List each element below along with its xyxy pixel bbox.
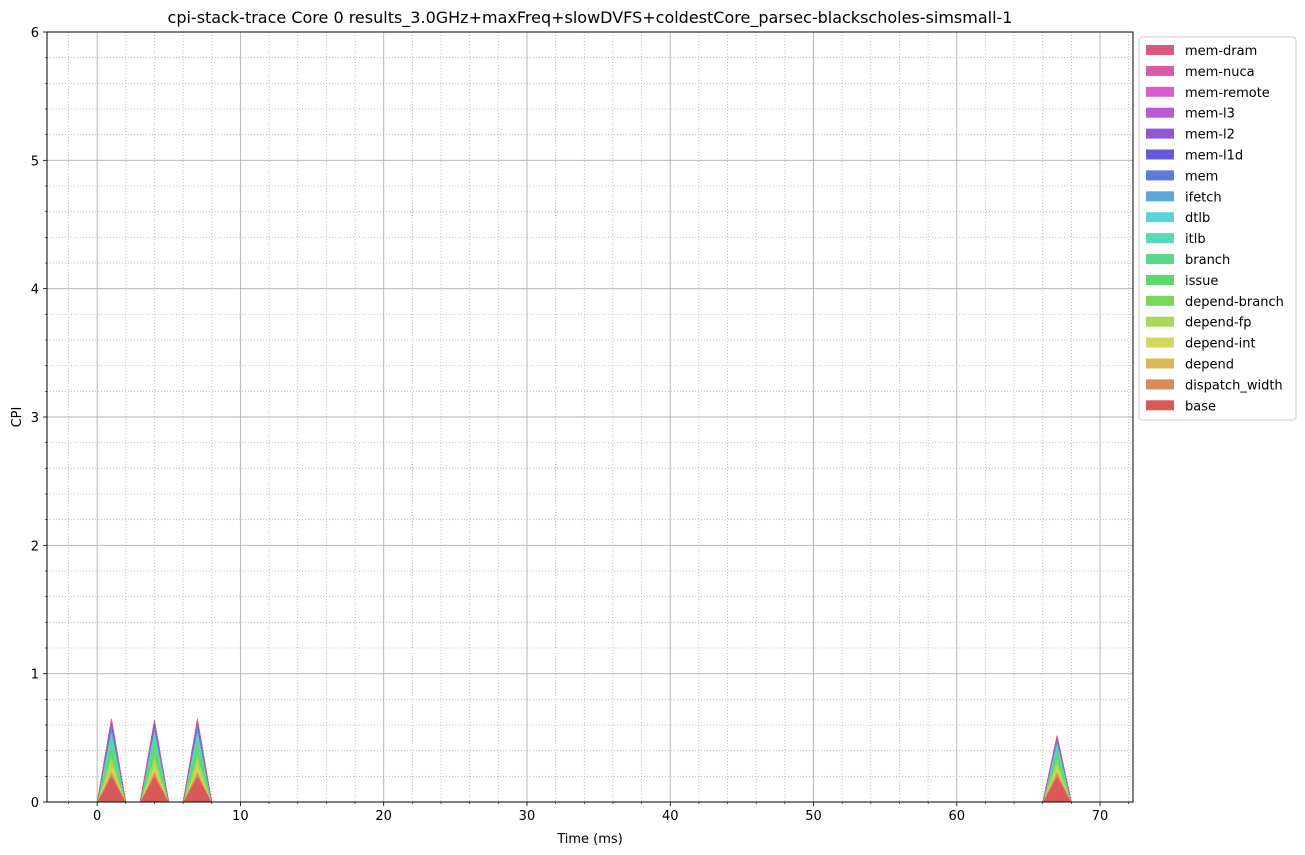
legend-label-base: base <box>1185 399 1216 414</box>
legend-swatch-base <box>1146 400 1174 411</box>
legend-swatch-dispatch_width <box>1146 379 1174 390</box>
legend-box <box>1138 36 1297 421</box>
ticks: 0 10 20 30 40 50 60 70 0 1 2 3 4 5 6 <box>31 26 1130 824</box>
legend-swatch-issue <box>1146 274 1174 285</box>
x-tick-label: 40 <box>662 809 679 824</box>
legend-swatch-ifetch <box>1146 191 1174 202</box>
legend-swatch-dtlb <box>1146 212 1174 223</box>
legend-swatch-mem-l2 <box>1146 128 1174 139</box>
chart-title: cpi-stack-trace Core 0 results_3.0GHz+ma… <box>168 8 1013 28</box>
x-axis-label: Time (ms) <box>556 832 623 847</box>
y-axis-label: CPI <box>10 407 25 428</box>
legend-swatch-depend-fp <box>1146 316 1174 327</box>
x-tick-label: 0 <box>93 809 101 824</box>
legend-label-itlb: itlb <box>1185 232 1206 247</box>
legend-swatch-mem-nuca <box>1146 65 1174 76</box>
legend-label-dispatch_width: dispatch_width <box>1185 378 1283 393</box>
y-tick-label: 0 <box>31 796 39 811</box>
legend-label-mem-l2: mem-l2 <box>1185 128 1235 143</box>
y-tick-label: 4 <box>31 283 39 298</box>
y-tick-label: 5 <box>31 154 39 169</box>
legend-label-depend-int: depend-int <box>1185 337 1256 352</box>
x-tick-label: 70 <box>1092 809 1109 824</box>
legend-label-mem: mem <box>1185 169 1218 184</box>
legend-swatch-mem-remote <box>1146 86 1174 97</box>
y-tick-label: 1 <box>31 668 39 683</box>
x-tick-label: 10 <box>232 809 249 824</box>
grid <box>47 31 1133 803</box>
legend-label-depend-fp: depend-fp <box>1185 316 1252 331</box>
legend: mem-dram mem-nuca mem-remote mem-l3 mem-l2 me… <box>1138 36 1297 421</box>
legend-swatch-mem-l3 <box>1146 107 1174 118</box>
legend-label-depend-branch: depend-branch <box>1185 295 1284 310</box>
legend-label-mem-remote: mem-remote <box>1185 86 1270 101</box>
y-tick-label: 2 <box>31 539 39 554</box>
legend-swatch-mem <box>1146 170 1174 181</box>
x-tick-label: 50 <box>805 809 822 824</box>
y-tick-label: 3 <box>31 411 39 426</box>
x-tick-label: 60 <box>949 809 966 824</box>
x-tick-label: 20 <box>375 809 392 824</box>
x-tick-label: 30 <box>519 809 536 824</box>
legend-swatch-itlb <box>1146 233 1174 244</box>
legend-swatch-branch <box>1146 254 1174 264</box>
legend-swatch-depend <box>1146 358 1174 369</box>
legend-label-ifetch: ifetch <box>1185 190 1222 205</box>
legend-swatch-mem-dram <box>1146 45 1174 55</box>
legend-label-mem-dram: mem-dram <box>1185 44 1257 59</box>
legend-label-dtlb: dtlb <box>1185 211 1210 226</box>
legend-label-branch: branch <box>1185 253 1230 268</box>
legend-label-mem-l3: mem-l3 <box>1185 107 1235 122</box>
y-tick-label: 6 <box>31 26 39 41</box>
legend-swatch-mem-l1d <box>1146 149 1174 160</box>
legend-label-depend: depend <box>1185 358 1234 373</box>
legend-label-mem-l1d: mem-l1d <box>1185 149 1243 164</box>
legend-label-mem-nuca: mem-nuca <box>1185 65 1255 80</box>
legend-swatch-depend-branch <box>1146 295 1174 306</box>
legend-label-issue: issue <box>1185 274 1218 289</box>
legend-swatch-depend-int <box>1146 337 1174 348</box>
